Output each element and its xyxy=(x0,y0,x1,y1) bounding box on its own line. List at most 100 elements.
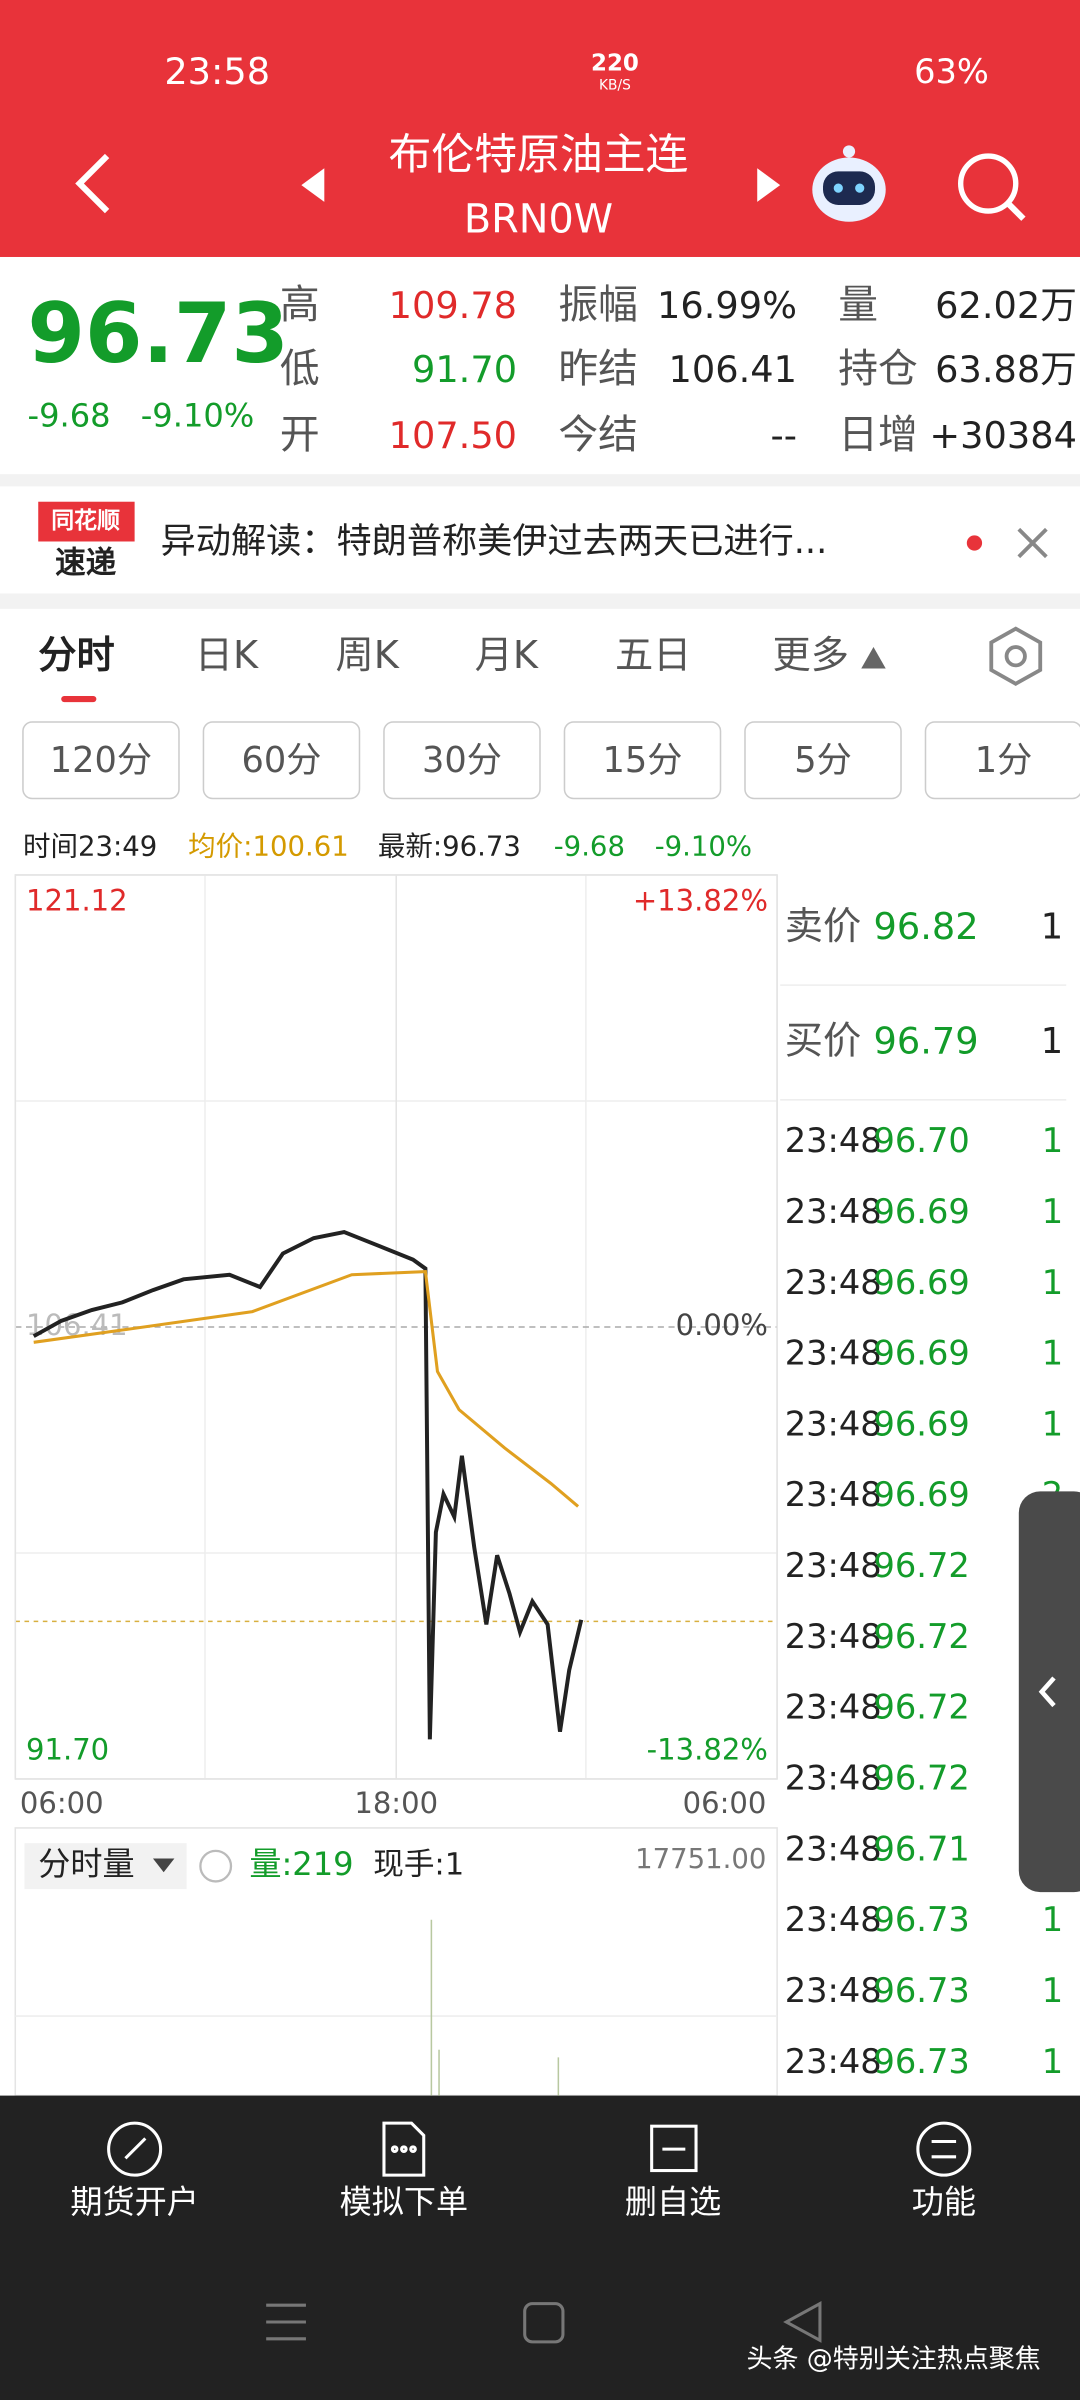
status-time: 23:58 xyxy=(164,50,270,93)
header-bg xyxy=(0,0,1080,257)
stat-label: 昨结 xyxy=(558,346,638,392)
news-logo-bottom: 速递 xyxy=(55,546,117,581)
stat-label: 持仓 xyxy=(838,346,918,392)
price-line xyxy=(32,1229,584,1740)
assistant-icon[interactable] xyxy=(812,145,886,222)
trade-price: 96.69 xyxy=(873,1192,969,1231)
book-label: 买价 xyxy=(785,1020,861,1064)
stat-value: 62.02万 xyxy=(935,284,1077,327)
volume-dropdown xyxy=(152,1858,175,1873)
unread-dot xyxy=(966,535,983,551)
trade-price: 96.73 xyxy=(873,1971,969,2010)
trade-price: 96.72 xyxy=(873,1688,969,1727)
nav-label[interactable]: 功能 xyxy=(912,2183,976,2221)
info-avg: 均价:100.61 xyxy=(188,830,349,862)
volume-hand: 现手:1 xyxy=(373,1848,464,1883)
change-pct: -9.10% xyxy=(141,397,255,435)
tab[interactable]: 日K xyxy=(195,634,259,678)
x-tick-label: 18:00 xyxy=(354,1786,438,1820)
stat-label: 量 xyxy=(838,282,878,328)
status-speed: 220 xyxy=(591,51,639,77)
info-time: 时间23:49 xyxy=(23,830,157,862)
period-button[interactable] xyxy=(744,721,902,800)
last-price: 96.73 xyxy=(28,286,289,382)
trade-qty: 1 xyxy=(1042,1404,1063,1443)
period-label: 15分 xyxy=(603,740,683,781)
tab-underline xyxy=(61,695,97,703)
next-contract[interactable] xyxy=(757,168,781,202)
trade-price: 96.72 xyxy=(873,1546,969,1585)
side-drawer[interactable] xyxy=(1018,1491,1080,1893)
trade-price: 96.69 xyxy=(873,1404,969,1443)
nav-label[interactable]: 期货开户 xyxy=(70,2183,198,2221)
period-button[interactable] xyxy=(563,721,722,800)
stat-label: 今结 xyxy=(558,412,638,458)
trade-time: 23:48 xyxy=(785,2042,882,2081)
drawer-arrow xyxy=(1038,1676,1056,1708)
bottom-bar xyxy=(0,2095,1080,2400)
trade-qty: 1 xyxy=(1042,1192,1063,1231)
y-tick-label: 121.12 xyxy=(26,883,128,917)
trade-price: 96.72 xyxy=(873,1759,969,1798)
stat-value: 109.78 xyxy=(389,284,517,327)
book-label: 卖价 xyxy=(785,905,861,949)
trade-time: 23:48 xyxy=(785,1900,882,1939)
header-title: 布伦特原油主连 xyxy=(389,130,689,180)
period-label: 30分 xyxy=(422,740,502,781)
search-button[interactable] xyxy=(958,153,1026,221)
period-button[interactable] xyxy=(383,721,541,800)
divider xyxy=(0,474,1080,487)
volume-value: 量:219 xyxy=(249,1845,353,1883)
system-nav[interactable] xyxy=(266,2301,822,2344)
status-speed-unit: KB/S xyxy=(599,78,631,94)
back-button[interactable] xyxy=(75,153,110,214)
volume-max: 17751.00 xyxy=(635,1843,766,1875)
trade-price: 96.69 xyxy=(873,1475,969,1514)
info-change: -9.68 xyxy=(554,830,625,862)
help-icon[interactable] xyxy=(199,1849,233,1883)
divider xyxy=(0,593,1080,609)
trade-time: 23:48 xyxy=(785,1475,882,1514)
book-price: 96.79 xyxy=(873,1020,978,1063)
close-news[interactable] xyxy=(1017,527,1048,559)
trade-time: 23:48 xyxy=(785,1617,882,1656)
trade-qty: 1 xyxy=(1042,1334,1063,1373)
y2-tick-label: +13.82% xyxy=(633,883,768,917)
period-button[interactable] xyxy=(22,721,180,800)
tab[interactable]: 月K xyxy=(475,634,539,678)
x-tick-label: 06:00 xyxy=(20,1786,104,1820)
period-button[interactable] xyxy=(924,721,1080,800)
trade-price: 96.73 xyxy=(873,1900,969,1939)
trade-price: 96.71 xyxy=(873,1829,969,1868)
trade-time: 23:48 xyxy=(785,1263,882,1302)
trade-price: 96.73 xyxy=(873,2042,969,2081)
news-logo-top: 同花顺 xyxy=(51,508,120,534)
period-label: 1分 xyxy=(975,740,1033,781)
nav-label[interactable]: 删自选 xyxy=(625,2183,721,2221)
stat-value: +30384 xyxy=(929,414,1077,457)
tab[interactable]: 分时 xyxy=(38,634,114,678)
news-text[interactable]: 异动解读：特朗普称美伊过去两天已进行... xyxy=(161,521,828,562)
prev-contract[interactable] xyxy=(301,168,325,202)
stat-label: 振幅 xyxy=(558,282,638,328)
trade-price: 96.69 xyxy=(873,1263,969,1302)
period-button[interactable] xyxy=(202,721,361,800)
change: -9.68 xyxy=(28,397,111,435)
book-price: 96.82 xyxy=(873,905,978,948)
nav-label[interactable]: 模拟下单 xyxy=(340,2183,468,2221)
trade-qty: 1 xyxy=(1042,1263,1063,1302)
period-label: 5分 xyxy=(794,740,852,781)
stat-value: 63.88万 xyxy=(935,348,1077,391)
stat-value: 16.99% xyxy=(657,284,797,327)
trade-time: 23:48 xyxy=(785,1829,882,1868)
tab[interactable]: 更多 xyxy=(773,634,849,678)
nav-icons xyxy=(107,2121,972,2177)
tab[interactable]: 周K xyxy=(335,634,399,678)
settings-button[interactable] xyxy=(989,626,1043,686)
header-code: BRN0W xyxy=(464,196,613,242)
tab[interactable]: 五日 xyxy=(615,634,691,678)
price-line xyxy=(33,1270,580,1508)
trade-time: 23:48 xyxy=(785,1688,882,1727)
info-pct: -9.10% xyxy=(655,830,752,862)
